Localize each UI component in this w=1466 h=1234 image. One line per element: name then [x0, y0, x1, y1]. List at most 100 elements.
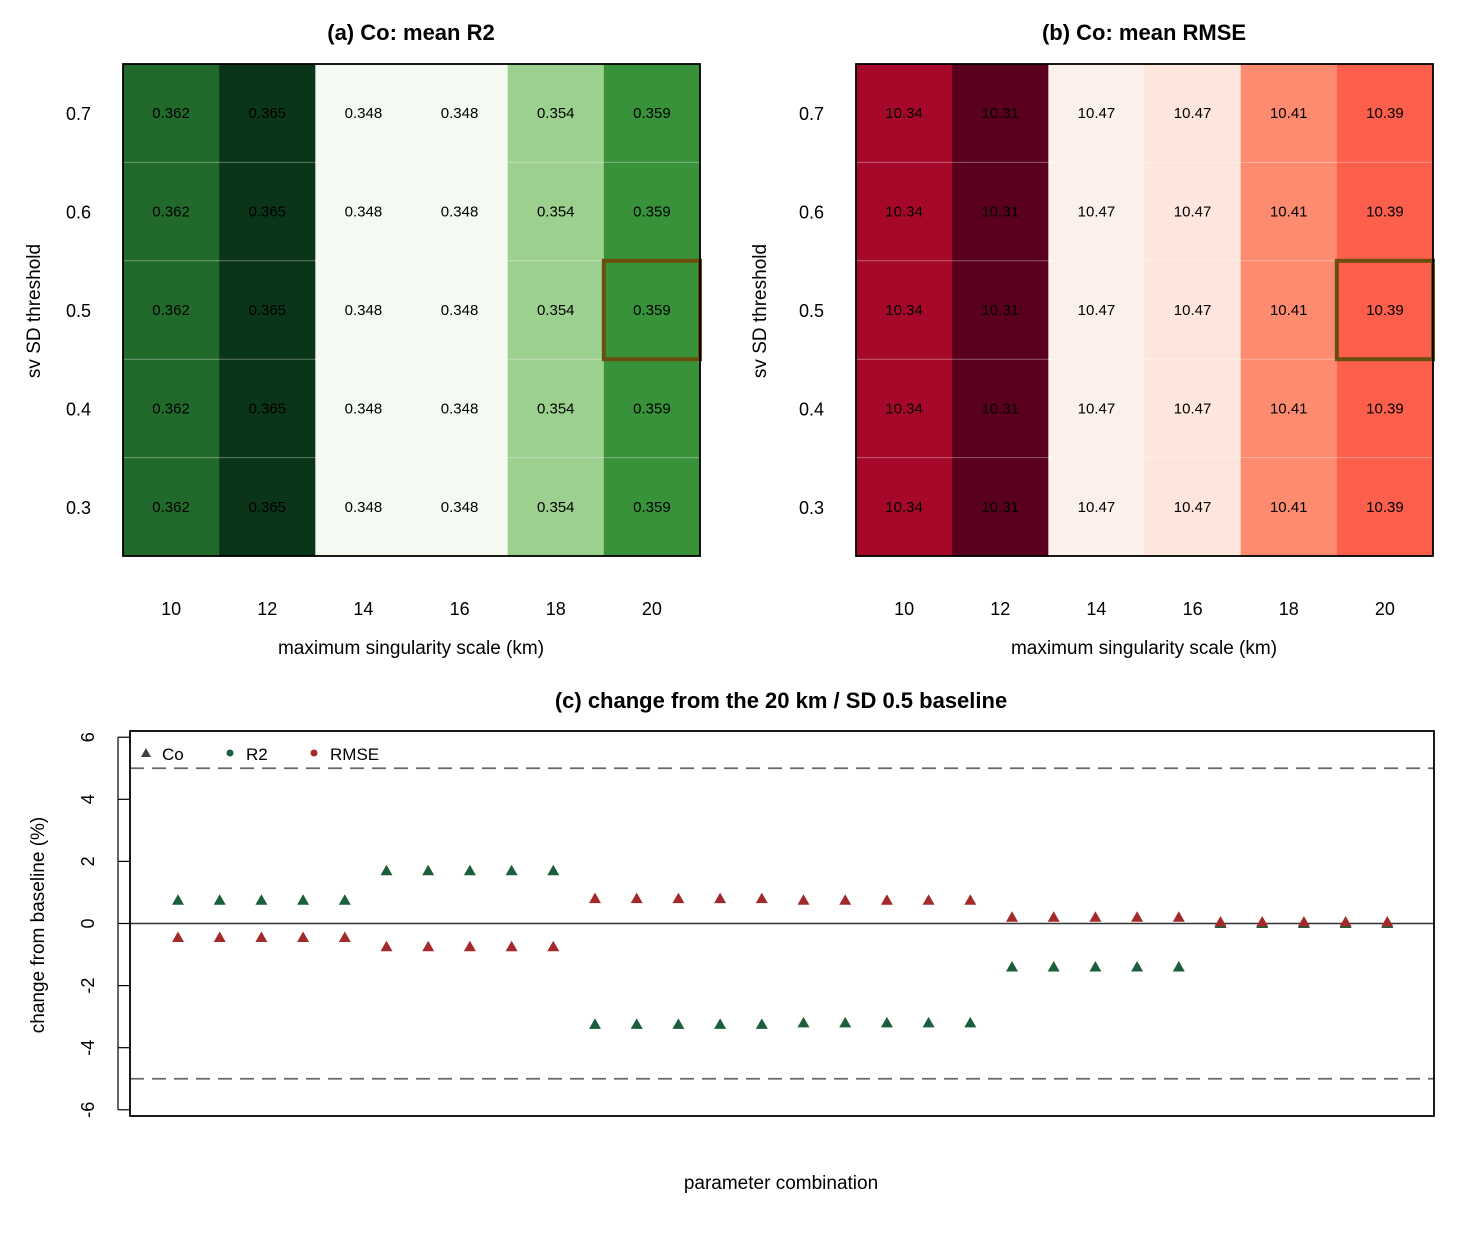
- heat-cell: [315, 260, 413, 360]
- cell-label: 0.359: [633, 204, 671, 221]
- heat-cell: [411, 162, 509, 262]
- point-rmse: [1297, 915, 1310, 927]
- cell-label: 0.359: [633, 302, 671, 319]
- heat-cell: [856, 457, 953, 557]
- heat-cell: [123, 457, 220, 557]
- y-tick-label: 0.3: [66, 498, 91, 518]
- cell-label: 0.359: [633, 499, 671, 516]
- point-r2: [922, 1016, 935, 1028]
- point-rmse: [797, 894, 810, 905]
- y-tick-label: 2: [78, 856, 98, 866]
- point-r2: [714, 1018, 727, 1029]
- point-rmse: [1172, 911, 1185, 922]
- cell-label: 0.362: [152, 400, 190, 417]
- point-rmse: [714, 892, 727, 904]
- y-tick-label: 0.7: [799, 104, 824, 124]
- legend-label-r2: R2: [246, 745, 268, 764]
- y-tick-label: -6: [78, 1102, 98, 1118]
- point-r2: [1131, 960, 1144, 972]
- y-tick-label: 0.5: [66, 301, 91, 321]
- cell-label: 10.31: [981, 302, 1019, 319]
- heat-cell: [1240, 359, 1338, 459]
- point-rmse: [922, 894, 935, 905]
- point-rmse: [255, 931, 268, 942]
- y-tick-label: 0.7: [66, 104, 91, 124]
- cell-label: 10.34: [885, 400, 923, 417]
- x-tick-label: 18: [546, 599, 566, 619]
- heat-cell: [952, 359, 1049, 459]
- point-r2: [880, 1016, 893, 1028]
- heat-cell: [1336, 359, 1434, 459]
- cell-label: 10.39: [1366, 204, 1404, 221]
- cell-label: 10.47: [1078, 302, 1116, 319]
- cell-label: 0.359: [633, 105, 671, 122]
- heat-cell: [856, 260, 953, 360]
- heat-cell: [1144, 162, 1242, 262]
- point-rmse: [1089, 911, 1102, 922]
- heat-cell: [507, 64, 605, 163]
- heat-cell: [315, 162, 413, 262]
- y-tick-label: -2: [78, 978, 98, 994]
- heat-cell: [219, 359, 316, 459]
- panel-a-ylabel: sv SD threshold: [24, 244, 45, 378]
- cell-label: 10.31: [981, 400, 1019, 417]
- point-rmse: [880, 894, 893, 905]
- heat-cell: [315, 359, 413, 459]
- y-tick-label: 0.4: [66, 399, 91, 419]
- heat-cell: [1048, 457, 1146, 557]
- cell-label: 0.348: [441, 105, 479, 122]
- point-r2: [297, 894, 310, 905]
- point-rmse: [463, 940, 476, 952]
- cell-label: 0.362: [152, 499, 190, 516]
- heat-cell: [1336, 162, 1434, 262]
- point-r2: [1006, 960, 1018, 972]
- point-r2: [1047, 960, 1060, 972]
- panel-c-title: (c) change from the 20 km / SD 0.5 basel…: [555, 688, 1007, 713]
- point-r2: [630, 1018, 643, 1029]
- point-rmse: [1256, 915, 1269, 927]
- cell-label: 10.47: [1078, 400, 1116, 417]
- heat-cell: [1144, 359, 1242, 459]
- cell-label: 0.348: [345, 105, 383, 122]
- point-rmse: [964, 894, 977, 905]
- point-r2: [213, 894, 226, 905]
- cell-label: 10.41: [1270, 400, 1308, 417]
- point-rmse: [755, 892, 768, 904]
- panel-a-y-ticks: 0.7 0.6 0.5 0.4 0.3: [66, 104, 91, 518]
- point-r2: [255, 894, 268, 905]
- heat-cell: [123, 64, 220, 163]
- cell-label: 0.362: [152, 105, 190, 122]
- point-r2: [338, 894, 351, 905]
- legend: Co R2 RMSE: [141, 745, 379, 764]
- panel-b-title: (b) Co: mean RMSE: [1042, 20, 1246, 45]
- cell-label: 10.47: [1174, 204, 1212, 221]
- cell-label: 0.365: [248, 302, 286, 319]
- heat-cell: [411, 64, 509, 163]
- heat-cell: [603, 359, 701, 459]
- panel-b-frame: [855, 63, 1434, 557]
- cell-label: 10.39: [1366, 400, 1404, 417]
- cell-label: 0.348: [441, 302, 479, 319]
- panel-b-ylabel: sv SD threshold: [750, 244, 771, 378]
- point-rmse: [839, 894, 852, 905]
- cell-label: 0.348: [345, 400, 383, 417]
- cell-label: 10.47: [1174, 400, 1212, 417]
- cell-label: 10.31: [981, 105, 1019, 122]
- point-r2: [672, 1018, 685, 1029]
- point-r2: [839, 1016, 852, 1028]
- point-rmse: [172, 931, 184, 942]
- heat-cell: [603, 457, 701, 557]
- heat-cell: [507, 162, 605, 262]
- cell-label: 10.39: [1366, 105, 1404, 122]
- point-rmse: [213, 931, 226, 942]
- heat-cell: [1336, 64, 1434, 163]
- cell-label: 10.31: [981, 204, 1019, 221]
- cell-label: 10.34: [885, 204, 923, 221]
- x-tick-label: 10: [161, 599, 181, 619]
- point-r2: [1172, 960, 1185, 972]
- heat-cell: [952, 162, 1049, 262]
- y-tick-label: 6: [78, 732, 98, 742]
- x-tick-label: 16: [450, 599, 470, 619]
- point-r2: [755, 1018, 768, 1029]
- y-tick-label: -4: [78, 1040, 98, 1056]
